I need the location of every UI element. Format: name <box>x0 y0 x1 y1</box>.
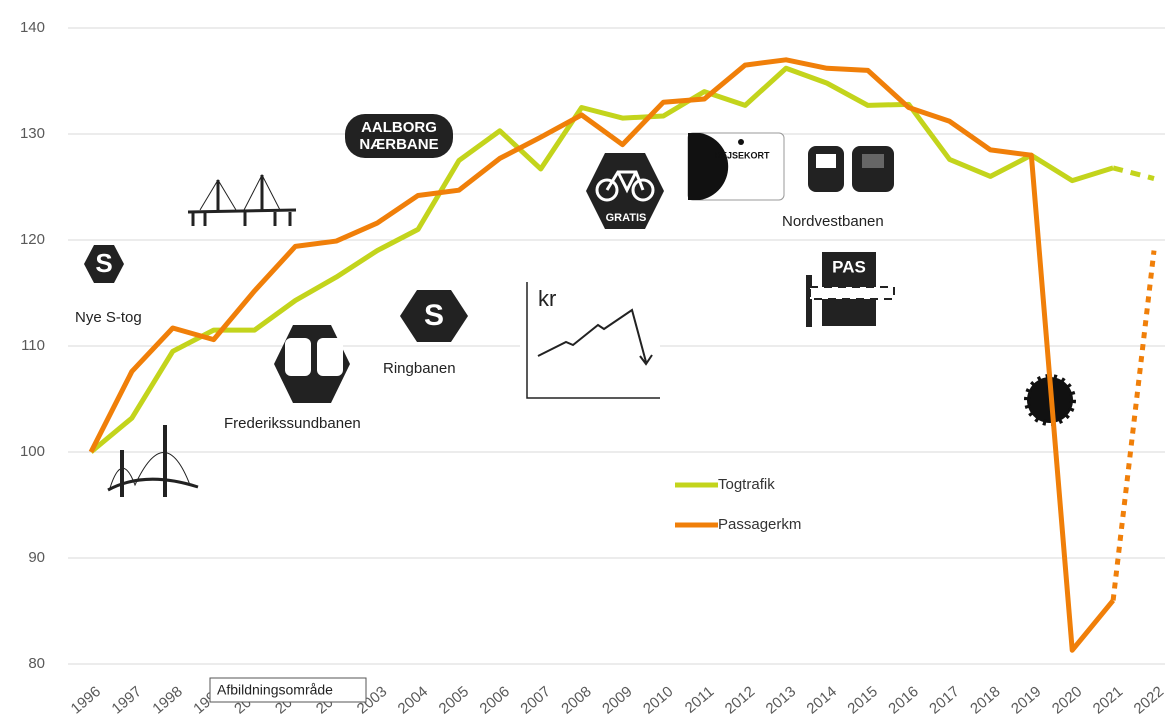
y-tick-label: 90 <box>28 549 45 566</box>
icon-bridge <box>187 173 297 226</box>
y-tick-label: 120 <box>20 231 45 248</box>
y-tick-label: 100 <box>20 443 45 460</box>
x-tick-label: 2012 <box>722 683 758 717</box>
x-tick-label: 2018 <box>967 683 1003 717</box>
icon-barrier <box>809 286 895 300</box>
icon-train <box>852 146 894 192</box>
tooltip: Afbildningsområde <box>217 682 333 698</box>
y-tick-label: 130 <box>20 125 45 142</box>
x-tick-label: 2009 <box>599 683 635 717</box>
x-tick-label: 2014 <box>804 683 840 717</box>
icon-train <box>317 338 343 376</box>
icon-dot <box>738 139 744 145</box>
icon-text: GRATIS <box>606 212 647 224</box>
icon-rejsekort-d <box>688 133 729 200</box>
icon-pole <box>806 275 812 327</box>
series-line <box>1112 165 1155 181</box>
x-tick-label: 2019 <box>1008 683 1044 717</box>
y-tick-label: 140 <box>20 19 45 36</box>
series-line <box>88 57 1116 653</box>
annotation: Nordvestbanen <box>782 213 884 230</box>
x-tick-label: 2020 <box>1049 683 1085 717</box>
x-tick-label: 2005 <box>436 683 472 717</box>
x-tick-label: 1998 <box>149 683 185 717</box>
plot: Togtrafik Passagerkm <box>88 57 1157 653</box>
x-tick-label: 2016 <box>885 683 921 717</box>
icon-kr: kr <box>520 277 660 400</box>
x-tick-label: 2013 <box>763 683 799 717</box>
icon-s <box>84 245 124 283</box>
annotation: Frederikssundbanen <box>224 415 361 432</box>
icon-bike-hex <box>586 153 664 229</box>
icon-text: PAS <box>832 257 866 276</box>
icon-bike <box>595 170 655 202</box>
annotation: Nye S-tog <box>75 309 142 326</box>
annotation: Ringbanen <box>383 360 456 377</box>
icon-text: S <box>95 248 112 278</box>
x-tick-label: 2017 <box>926 683 962 717</box>
icon-text: S <box>424 299 444 332</box>
legend-label: Passagerkm <box>718 516 801 533</box>
legend-label: Togtrafik <box>718 476 775 493</box>
icon-window <box>816 154 836 168</box>
icon-text: kr <box>538 286 556 311</box>
x-tick-label: 2021 <box>1090 683 1126 717</box>
x-tick-label: 2004 <box>395 683 431 717</box>
x-tick-label: 2006 <box>476 683 512 717</box>
icon-aalborg <box>345 114 453 158</box>
y-tick-label: 80 <box>28 655 45 672</box>
icon-train <box>285 338 311 376</box>
series-line <box>1110 250 1157 601</box>
x-tick-label: 2015 <box>844 683 880 717</box>
icon-s <box>400 290 468 342</box>
icon-window <box>862 154 884 168</box>
icon-text: NÆRBANE <box>359 136 438 153</box>
icon-bridge-2 <box>107 425 199 497</box>
x-tick-label: 1996 <box>68 683 104 717</box>
series-line <box>89 65 1114 454</box>
icon-train <box>808 146 844 192</box>
icons: S Nye S-tog AALBORG NÆRBANE Frederikssun… <box>75 114 1076 497</box>
x-tick-label: 2022 <box>1131 683 1165 717</box>
icon-text: REJSEKORT <box>714 150 770 160</box>
x-tick-label: 2007 <box>517 683 553 717</box>
x-tick-label: 2008 <box>558 683 594 717</box>
x-tick-label: 1997 <box>109 683 145 717</box>
icon-text: AALBORG <box>361 119 437 136</box>
x-tick-label: 2011 <box>682 683 718 717</box>
tooltip-box <box>209 677 367 703</box>
y-tick-label: 110 <box>21 337 45 354</box>
x-tick-label: 2010 <box>640 683 676 717</box>
